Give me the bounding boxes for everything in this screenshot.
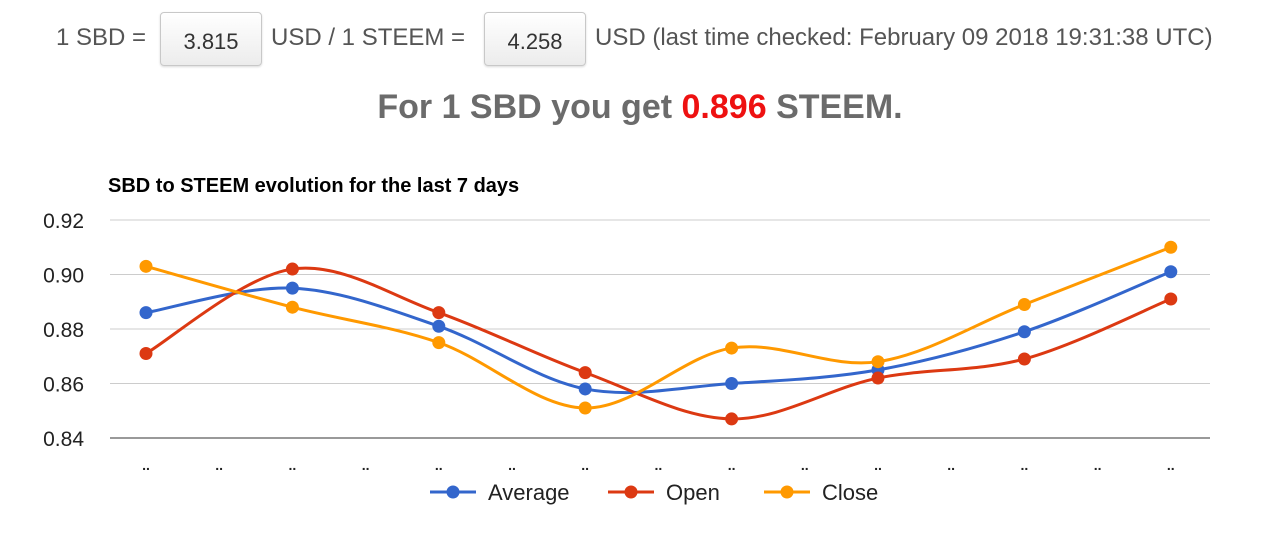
- data-point-open[interactable]: [871, 371, 885, 385]
- data-point-open[interactable]: [725, 412, 739, 426]
- data-point-close[interactable]: [432, 336, 446, 350]
- data-point-close[interactable]: [285, 300, 299, 314]
- x-axis: ..............................: [142, 457, 1175, 473]
- sbd-usd-value-box[interactable]: 3.815: [160, 12, 262, 66]
- headline-suffix: STEEM.: [776, 88, 903, 126]
- data-point-open[interactable]: [1017, 352, 1031, 366]
- conversion-headline: For 1 SBD you get 0.896 STEEM.: [0, 88, 1280, 127]
- chart-series-lines: [145, 245, 1172, 421]
- data-point-close[interactable]: [139, 259, 153, 273]
- x-tick-label: ..: [215, 457, 223, 473]
- legend-label-open[interactable]: Open: [666, 480, 720, 505]
- series-line-close: [145, 245, 1172, 410]
- data-point-average[interactable]: [578, 382, 592, 396]
- headline-value: 0.896: [681, 88, 767, 126]
- legend-marker-close: [780, 485, 794, 499]
- legend-marker-average: [446, 485, 460, 499]
- series-line-open: [145, 266, 1172, 421]
- chart-data-points: [139, 240, 1178, 426]
- data-point-close[interactable]: [1164, 240, 1178, 254]
- y-tick-label: 0.84: [43, 428, 84, 451]
- x-tick-label: ..: [874, 457, 882, 473]
- series-line-average: [145, 270, 1172, 395]
- y-axis: 0.92 0.90 0.88 0.86 0.84: [43, 210, 84, 451]
- data-point-average[interactable]: [139, 306, 153, 320]
- legend-label-close[interactable]: Close: [822, 480, 878, 505]
- data-point-open[interactable]: [578, 366, 592, 380]
- data-point-open[interactable]: [432, 306, 446, 320]
- data-point-close[interactable]: [871, 355, 885, 369]
- x-tick-label: ..: [801, 457, 809, 473]
- x-tick-label: ..: [142, 457, 150, 473]
- chart-legend: Average Open Close: [430, 480, 878, 505]
- data-point-average[interactable]: [432, 319, 446, 333]
- x-tick-label: ..: [289, 457, 297, 473]
- data-point-open[interactable]: [1164, 292, 1178, 306]
- y-tick-label: 0.90: [43, 265, 84, 288]
- x-tick-label: ..: [728, 457, 736, 473]
- legend-label-average[interactable]: Average: [488, 480, 570, 505]
- data-point-close[interactable]: [578, 401, 592, 415]
- y-tick-label: 0.92: [43, 210, 84, 233]
- steem-usd-value-box[interactable]: 4.258: [484, 12, 586, 66]
- x-tick-label: ..: [655, 457, 663, 473]
- y-tick-label: 0.88: [43, 319, 84, 342]
- usd-per-steem-label: USD / 1 STEEM =: [271, 24, 466, 51]
- rate-row: 1 SBD = 3.815 USD / 1 STEEM = 4.258 USD …: [0, 10, 1280, 72]
- data-point-open[interactable]: [139, 347, 153, 361]
- x-tick-label: ..: [1167, 457, 1175, 473]
- x-tick-label: ..: [581, 457, 589, 473]
- data-point-average[interactable]: [285, 281, 299, 295]
- x-tick-label: ..: [362, 457, 370, 473]
- data-point-average[interactable]: [1164, 265, 1178, 279]
- data-point-average[interactable]: [1017, 325, 1031, 339]
- y-tick-label: 0.86: [43, 374, 84, 397]
- x-tick-label: ..: [508, 457, 516, 473]
- data-point-close[interactable]: [725, 341, 739, 355]
- legend-marker-open: [624, 485, 638, 499]
- data-point-open[interactable]: [285, 262, 299, 276]
- x-tick-label: ..: [1021, 457, 1029, 473]
- chart-grid: [110, 219, 1210, 439]
- chart-title: SBD to STEEM evolution for the last 7 da…: [108, 175, 519, 197]
- x-tick-label: ..: [1094, 457, 1102, 473]
- last-checked-label: USD (last time checked: February 09 2018…: [595, 24, 1213, 51]
- data-point-close[interactable]: [1017, 297, 1031, 311]
- data-point-average[interactable]: [725, 377, 739, 390]
- x-tick-label: ..: [947, 457, 955, 473]
- headline-prefix: For 1 SBD you get: [377, 88, 673, 126]
- sbd-label: 1 SBD =: [56, 24, 147, 51]
- x-tick-label: ..: [435, 457, 443, 473]
